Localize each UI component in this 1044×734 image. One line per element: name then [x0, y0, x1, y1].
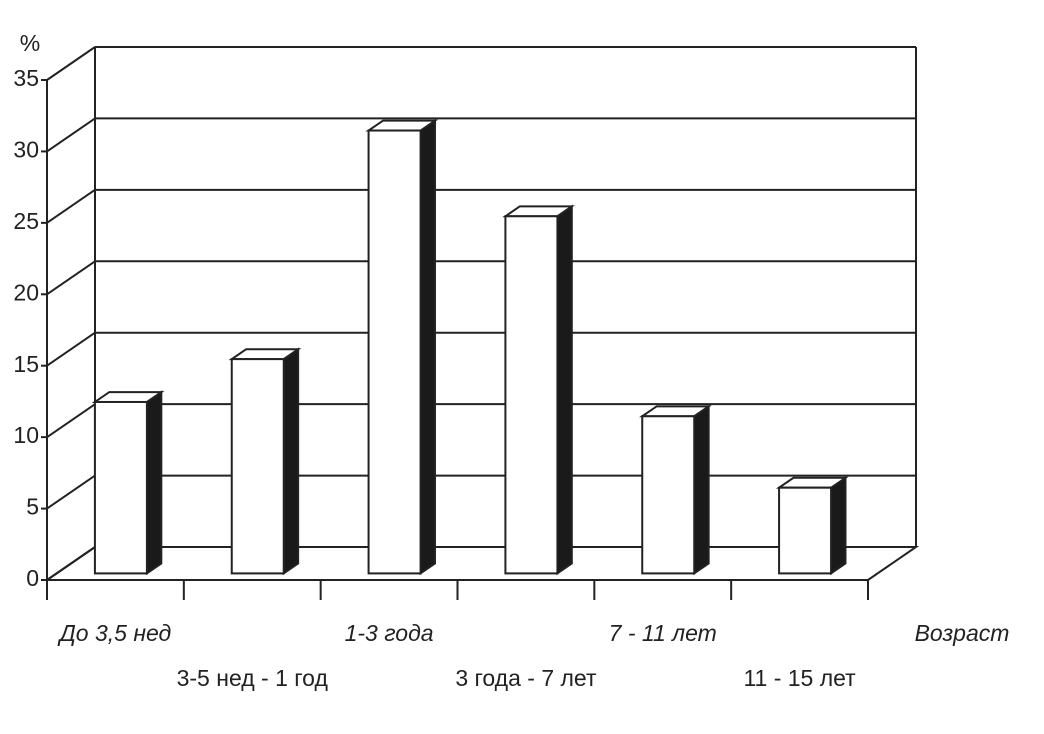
bar — [365, 118, 439, 576]
bar-side — [830, 475, 847, 576]
y-tick-label: 15 — [13, 351, 39, 377]
y-tick-label: 0 — [26, 565, 39, 591]
grid-line — [46, 189, 96, 224]
bar-front — [93, 400, 148, 575]
y-tick-label: 5 — [26, 494, 39, 520]
bar-side — [556, 204, 573, 576]
grid-line — [46, 474, 96, 510]
x-tick-label: 3 года - 7 лет — [455, 665, 597, 691]
x-tick-label: 3-5 нед - 1 год — [177, 665, 329, 691]
x-tick-label: 1-3 года — [345, 620, 434, 646]
y-tick-label: 20 — [13, 279, 39, 305]
bar-front — [641, 415, 696, 575]
bar — [502, 204, 576, 576]
y-axis-label: % — [20, 30, 40, 56]
grid-line — [46, 260, 96, 296]
bar — [639, 404, 712, 576]
bar-front — [504, 215, 559, 575]
bar-front — [230, 358, 285, 575]
grid-line — [46, 46, 96, 81]
bar — [91, 390, 165, 576]
bar-side — [693, 404, 710, 576]
bar-side — [282, 347, 300, 576]
x-tick-label: До 3,5 нед — [57, 620, 172, 646]
bar-front — [367, 129, 422, 575]
y-tick-label: 10 — [13, 422, 39, 448]
bar-side — [419, 118, 436, 576]
grid-line — [46, 546, 96, 581]
grid-line — [46, 331, 96, 367]
bar-side — [145, 390, 163, 576]
bar — [228, 347, 302, 576]
grid-line — [46, 117, 96, 153]
y-tick-label: 35 — [13, 65, 39, 91]
bar — [775, 475, 849, 576]
x-axis-label: Возраст — [915, 620, 1010, 646]
x-tick-label: 11 - 15 лет — [743, 665, 856, 691]
x-tick-label: 7 - 11 лет — [609, 620, 717, 646]
y-tick-label: 30 — [13, 137, 39, 163]
y-tick-label: 25 — [13, 208, 39, 234]
grid-line — [46, 403, 96, 438]
bar-front — [778, 486, 833, 575]
